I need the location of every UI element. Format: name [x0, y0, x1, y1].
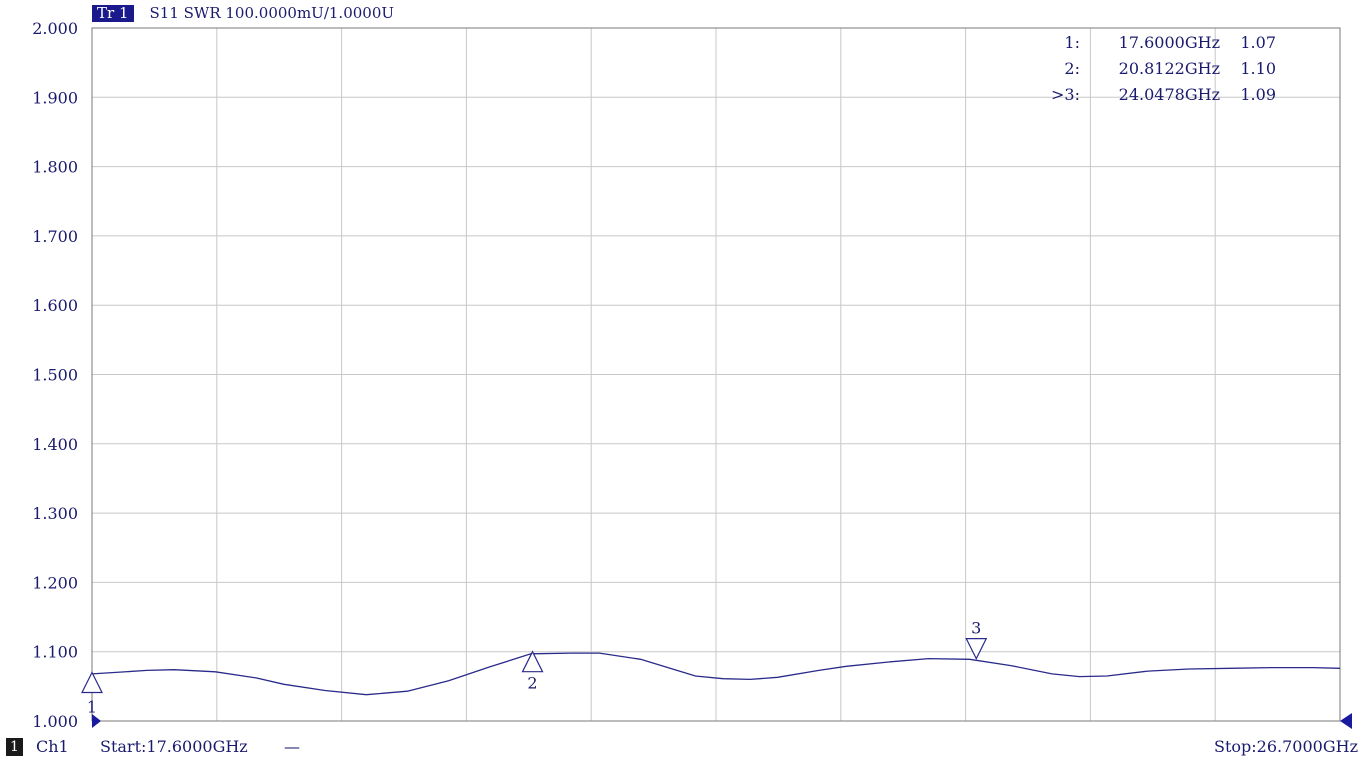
marker-value: 1.09 [1240, 85, 1276, 104]
trace-badge[interactable]: Tr 1 [92, 4, 134, 22]
marker-frequency: 24.0478GHz [1118, 85, 1220, 104]
marker-id: 2: [1064, 59, 1080, 78]
y-tick-label: 1.900 [32, 88, 78, 107]
marker-id: 1: [1064, 33, 1080, 52]
marker-id: >3: [1051, 85, 1080, 104]
y-tick-label: 1.200 [32, 573, 78, 592]
y-tick-label: 1.400 [32, 435, 78, 454]
reference-arrow-left [92, 714, 101, 728]
marker-triangle [965, 638, 988, 660]
marker-label: 1 [87, 697, 97, 716]
y-tick-label: 1.800 [32, 158, 78, 177]
trace-line [91, 652, 1341, 696]
marker-row-1: 1: 17.6000GHz 1.07 [1030, 30, 1276, 56]
trace-info: S11 SWR 100.0000mU/1.0000U [149, 4, 395, 22]
marker-table: 1: 17.6000GHz 1.07 2: 20.8122GHz 1.10 >3… [1030, 30, 1276, 108]
plot-frame [91, 27, 1341, 722]
start-frequency[interactable]: Start:17.6000GHz [100, 737, 248, 756]
y-tick-label: 1.500 [32, 366, 78, 385]
marker-value: 1.10 [1240, 59, 1276, 78]
marker-triangle [81, 671, 103, 694]
status-footer: 1 Ch1 Start:17.6000GHz — Stop:26.7000GHz [0, 736, 1362, 760]
marker-row-2: 2: 20.8122GHz 1.10 [1030, 56, 1276, 82]
marker-frequency: 17.6000GHz [1118, 33, 1220, 52]
y-tick-label: 1.300 [32, 504, 78, 523]
channel-badge[interactable]: 1 [6, 738, 23, 756]
y-tick-label: 2.000 [32, 19, 78, 38]
marker-value: 1.07 [1240, 33, 1276, 52]
start-suffix: — [284, 737, 300, 756]
marker-row-3: >3: 24.0478GHz 1.09 [1030, 82, 1276, 108]
trace-header: Tr 1 S11 SWR 100.0000mU/1.0000U [92, 4, 394, 22]
y-tick-label: 1.700 [32, 227, 78, 246]
marker-triangle [521, 650, 544, 673]
channel-label: Ch1 [36, 737, 69, 756]
marker-label: 3 [971, 619, 981, 638]
reference-arrow-right [1340, 713, 1352, 729]
chart: 2.000 1.900 1.800 1.700 1.600 1.500 1.400 1.300… [32, 19, 1352, 731]
y-tick-label: 1.100 [32, 643, 78, 662]
y-tick-label: 1.600 [32, 296, 78, 315]
marker-frequency: 20.8122GHz [1118, 59, 1220, 78]
stop-frequency[interactable]: Stop:26.7000GHz [1214, 737, 1358, 756]
marker-label: 2 [527, 674, 537, 693]
y-tick-label: 1.000 [32, 712, 78, 731]
